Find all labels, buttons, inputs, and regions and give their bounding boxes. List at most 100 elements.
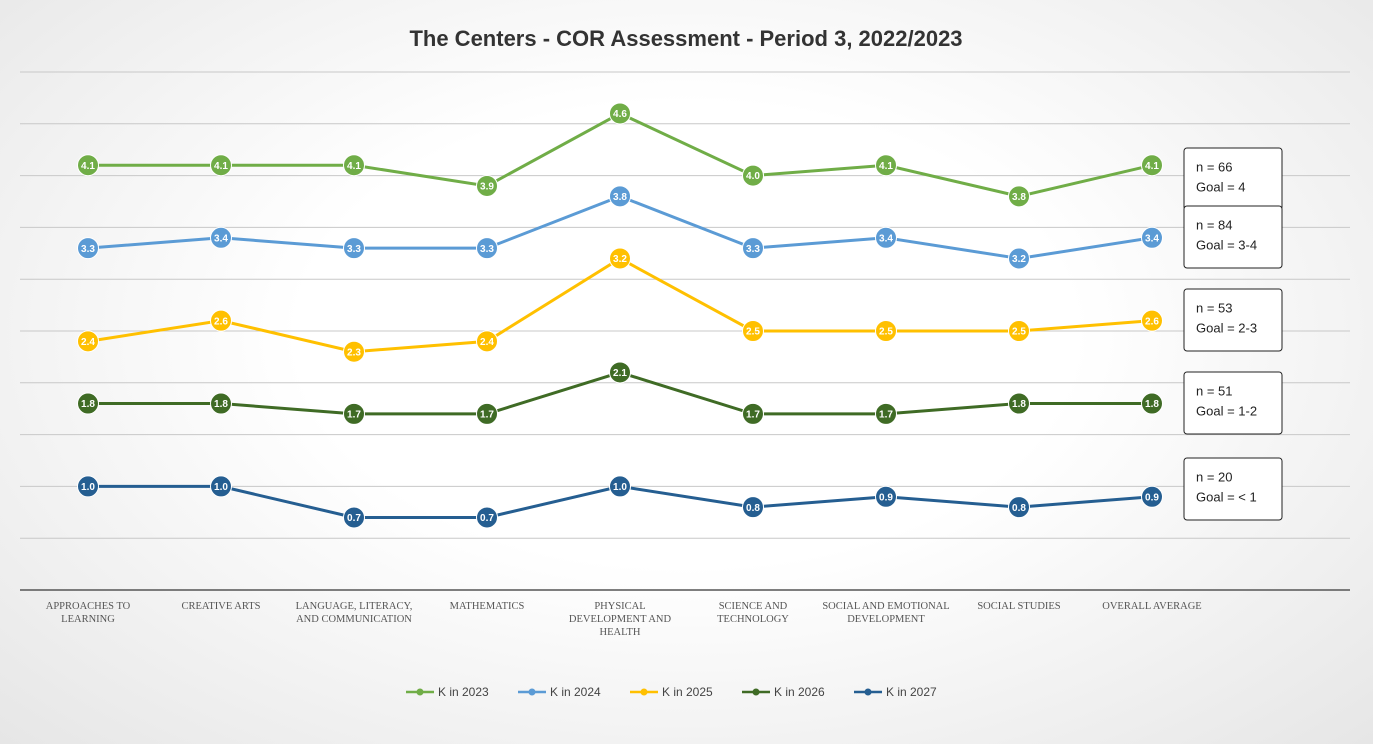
point-marker — [343, 506, 365, 529]
point-marker — [343, 402, 365, 425]
annotation-text: Goal = 4 — [1196, 179, 1246, 194]
point-marker — [1008, 496, 1030, 519]
data-label: 3.4 — [1145, 233, 1159, 244]
data-label: 2.6 — [214, 316, 228, 327]
x-tick-label: MATHEMATICS — [449, 601, 525, 612]
point-marker — [1008, 185, 1030, 208]
legend-label: K in 2026 — [774, 685, 825, 699]
data-label: 1.0 — [214, 482, 228, 493]
data-label: 0.7 — [480, 513, 494, 524]
data-label: 2.4 — [480, 337, 494, 348]
legend-label: K in 2023 — [438, 685, 489, 699]
data-label: 4.1 — [1145, 161, 1159, 172]
annotation-box — [1183, 288, 1283, 352]
data-label: 3.4 — [214, 233, 228, 244]
point-marker — [77, 154, 99, 177]
point-marker — [343, 154, 365, 177]
x-tick-label: CREATIVE ARTS — [181, 601, 261, 612]
point-marker — [1141, 485, 1163, 508]
point-marker — [609, 102, 631, 125]
point-marker — [343, 340, 365, 363]
point-marker — [210, 392, 232, 415]
point-marker — [476, 330, 498, 353]
legend-marker — [528, 688, 536, 696]
data-label: 2.5 — [746, 327, 760, 338]
x-tick-label: LANGUAGE, LITERACY, AND COMMUNICATION — [295, 601, 413, 625]
point-marker — [875, 154, 897, 177]
data-label: 3.3 — [480, 244, 494, 255]
point-marker — [609, 361, 631, 384]
point-marker — [875, 226, 897, 249]
annotation-text: Goal = 3-4 — [1196, 237, 1257, 252]
point-marker — [1141, 392, 1163, 415]
data-label: 1.0 — [81, 482, 95, 493]
x-tick-label: PHYSICAL DEVELOPMENT AND HEALTH — [568, 601, 672, 638]
annotation-text: Goal = 1-2 — [1196, 403, 1257, 418]
data-label: 4.1 — [879, 161, 893, 172]
point-marker — [742, 164, 764, 187]
point-marker — [476, 402, 498, 425]
point-marker — [343, 237, 365, 260]
point-marker — [742, 320, 764, 342]
annotation-text: Goal = < 1 — [1196, 489, 1257, 504]
x-tick-label: SCIENCE AND TECHNOLOGY — [717, 601, 789, 625]
point-marker — [609, 185, 631, 208]
data-label: 2.1 — [613, 368, 627, 379]
data-label: 4.6 — [613, 109, 627, 120]
point-marker — [1008, 247, 1030, 270]
point-marker — [742, 496, 764, 519]
data-label: 0.7 — [347, 513, 361, 524]
data-label: 0.9 — [1145, 492, 1159, 503]
point-marker — [476, 174, 498, 197]
data-label: 1.7 — [480, 410, 494, 421]
data-label: 0.8 — [1012, 503, 1026, 514]
data-label: 4.1 — [347, 161, 361, 172]
data-label: 3.8 — [613, 192, 627, 203]
point-marker — [742, 237, 764, 260]
data-label: 2.3 — [347, 347, 361, 358]
data-label: 0.9 — [879, 492, 893, 503]
legend-marker — [640, 688, 648, 696]
series-line — [87, 256, 1153, 354]
data-label: 3.9 — [480, 182, 494, 193]
data-label: 3.2 — [1012, 254, 1026, 265]
data-label: 1.8 — [1145, 399, 1159, 410]
data-label: 1.0 — [613, 482, 627, 493]
data-label: 3.4 — [879, 233, 893, 244]
data-label: 0.8 — [746, 503, 760, 514]
legend-label: K in 2027 — [886, 685, 937, 699]
data-label: 1.8 — [81, 399, 95, 410]
data-label: 1.8 — [214, 399, 228, 410]
point-marker — [875, 402, 897, 425]
point-marker — [210, 154, 232, 177]
annotation-box — [1183, 205, 1283, 269]
point-marker — [1141, 154, 1163, 177]
point-marker — [1008, 320, 1030, 342]
data-label: 3.3 — [81, 244, 95, 255]
data-label: 2.5 — [1012, 327, 1026, 338]
data-label: 3.2 — [613, 254, 627, 265]
data-label: 4.1 — [81, 161, 95, 172]
annotation-text: n = 66 — [1196, 159, 1233, 174]
x-tick-label: APPROACHES TO LEARNING — [45, 601, 131, 625]
annotation-text: n = 53 — [1196, 300, 1233, 315]
data-label: 4.0 — [746, 171, 760, 182]
x-tick-label: SOCIAL AND EMOTIONAL DEVELOPMENT — [822, 601, 950, 625]
point-marker — [210, 309, 232, 332]
data-label: 2.4 — [81, 337, 95, 348]
point-marker — [77, 237, 99, 260]
data-label: 3.8 — [1012, 192, 1026, 203]
data-label: 1.7 — [879, 410, 893, 421]
annotation-text: n = 84 — [1196, 217, 1233, 232]
legend-marker — [416, 688, 424, 696]
data-label: 3.3 — [746, 244, 760, 255]
x-tick-label: SOCIAL STUDIES — [977, 601, 1061, 612]
point-marker — [1141, 309, 1163, 332]
legend-marker — [864, 688, 872, 696]
annotation-box — [1183, 457, 1283, 521]
legend-label: K in 2025 — [662, 685, 713, 699]
data-label: 4.1 — [214, 161, 228, 172]
data-label: 1.7 — [746, 410, 760, 421]
series-line — [88, 111, 1153, 198]
